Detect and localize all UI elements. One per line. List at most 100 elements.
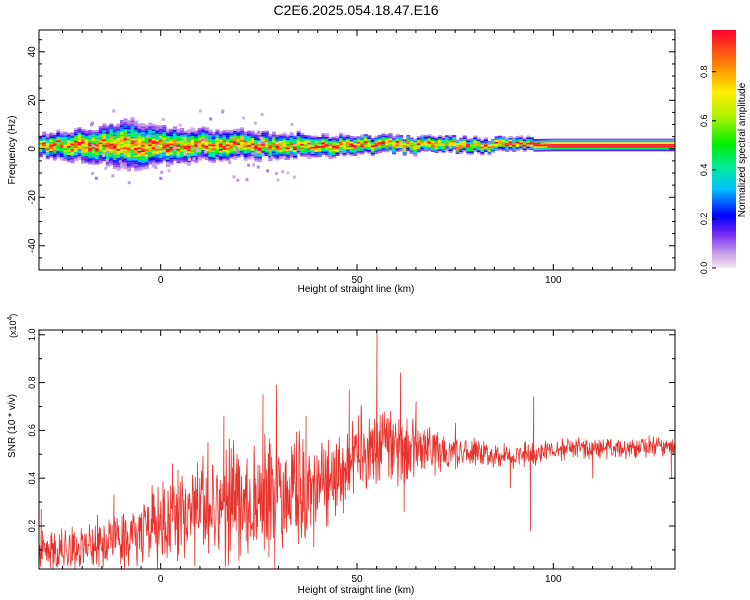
- spectrogram-cell: [176, 135, 181, 138]
- spectrogram-cell: [215, 138, 220, 141]
- spectrogram-cell: [183, 130, 188, 133]
- spectrogram-cell: [229, 151, 234, 154]
- spectrogram-cell: [208, 153, 213, 156]
- spectrogram-cell: [395, 137, 400, 140]
- spectrogram-cell: [434, 145, 439, 148]
- spectrogram-cell: [565, 147, 570, 150]
- spectrogram-cell: [381, 140, 386, 143]
- spectrogram-cell: [222, 149, 227, 152]
- spectrogram-cell: [349, 145, 354, 147]
- spectrogram-cell: [459, 152, 464, 155]
- spectrogram-cell: [360, 148, 365, 151]
- spectrogram-cell: [218, 149, 224, 151]
- spectrogram-cell: [466, 144, 471, 146]
- spectrogram-cell: [271, 135, 277, 137]
- spectrogram-outlier: [111, 174, 115, 178]
- spectrogram-cell: [95, 155, 100, 158]
- spectrogram-cell: [508, 146, 513, 149]
- spectrogram-cell: [45, 139, 50, 142]
- spectrogram-cell: [342, 140, 347, 142]
- spectrogram-cell: [342, 136, 347, 139]
- spectrogram-cell: [208, 140, 213, 143]
- spectrogram-cell: [310, 144, 315, 147]
- spectrogram-cell: [112, 163, 118, 166]
- spectrogram-cell: [621, 142, 626, 144]
- spectrogram-cell: [233, 139, 238, 142]
- spectrogram-cell: [317, 149, 322, 152]
- spectrogram-cell: [430, 135, 436, 138]
- spectrogram-cell: [169, 156, 174, 158]
- spectrogram-cell: [342, 134, 347, 137]
- spectrogram-cell: [172, 157, 178, 160]
- spectrogram-cell: [551, 138, 556, 141]
- spectrogram-cell: [310, 141, 315, 144]
- spectrogram-cell: [420, 134, 425, 137]
- spectrogram-cell: [215, 147, 220, 150]
- spectrogram-cell: [278, 148, 284, 151]
- spectrogram-cell: [180, 129, 185, 132]
- spectrogram-cell: [127, 124, 132, 126]
- spectrogram-cell: [498, 148, 503, 151]
- spectrogram-cell: [144, 163, 149, 166]
- spectrogram-cell: [225, 133, 231, 136]
- spectrogram-cell: [119, 152, 125, 155]
- spectrogram-cell: [271, 138, 277, 141]
- spectrogram-cell: [42, 146, 47, 148]
- spectrogram-cell: [660, 144, 665, 146]
- spectrogram-cell: [247, 130, 252, 133]
- spectrogram-cell: [137, 143, 142, 146]
- spectrogram-cell: [367, 144, 372, 147]
- spectrogram-cell: [95, 140, 100, 143]
- spectrogram-cell: [180, 142, 185, 145]
- spectrogram-cell: [261, 147, 266, 150]
- spectrogram-cell: [109, 158, 114, 160]
- spectrogram-cell: [151, 152, 156, 155]
- spectrogram-cell: [388, 145, 393, 148]
- spectrogram-cell: [225, 153, 231, 156]
- spectrogram-cell: [660, 149, 665, 152]
- spectrogram-cell: [476, 152, 481, 154]
- spectrogram-cell: [208, 149, 213, 152]
- spectrogram-cell: [162, 155, 167, 158]
- spectrogram-cell: [130, 145, 135, 148]
- spectrogram-cell: [632, 144, 637, 146]
- spectrogram-cell: [151, 134, 156, 137]
- spectrogram-cell: [639, 142, 644, 144]
- spectrogram-cell: [187, 140, 192, 143]
- spectrogram-cell: [289, 150, 294, 153]
- spectrogram-cell: [349, 141, 354, 144]
- spectrogram-cell: [536, 148, 542, 150]
- spectrogram-cell: [649, 144, 655, 146]
- spectrogram-cell: [155, 150, 160, 153]
- spectrogram-cell: [236, 154, 241, 156]
- spectrogram-cell: [183, 156, 188, 159]
- spectrogram-cell: [554, 149, 559, 152]
- spectrogram-cell: [190, 148, 195, 151]
- spectrogram-cell: [300, 145, 305, 148]
- spectrogram-cell: [112, 159, 118, 162]
- spectrogram-cell: [469, 142, 474, 144]
- spectrogram-cell: [307, 144, 312, 147]
- spectrogram-cell: [95, 144, 100, 147]
- spectrogram-cell: [657, 138, 662, 141]
- spectrogram-cell: [618, 140, 623, 143]
- spectrogram-cell: [286, 138, 291, 141]
- spectrogram-cell: [452, 147, 457, 150]
- spectrogram-cell: [388, 147, 393, 150]
- spectrogram-x-tick-label: 0: [158, 275, 164, 286]
- spectrogram-outlier: [281, 170, 285, 174]
- spectrogram-cell: [639, 144, 644, 146]
- spectrogram-cell: [600, 140, 605, 143]
- spectrogram-cell: [494, 143, 499, 146]
- spectrogram-cell: [416, 145, 421, 147]
- spectrogram-cell: [208, 155, 213, 157]
- spectrogram-cell: [384, 145, 390, 147]
- spectrogram-cell: [250, 141, 255, 144]
- spectrogram-cell: [505, 148, 510, 151]
- spectrogram-cell: [346, 153, 351, 155]
- spectrogram-cell: [63, 131, 68, 134]
- spectrogram-cell: [271, 153, 277, 156]
- spectrogram-cell: [349, 139, 354, 142]
- spectrogram-cell: [49, 150, 54, 153]
- snr-series-line: [39, 330, 675, 569]
